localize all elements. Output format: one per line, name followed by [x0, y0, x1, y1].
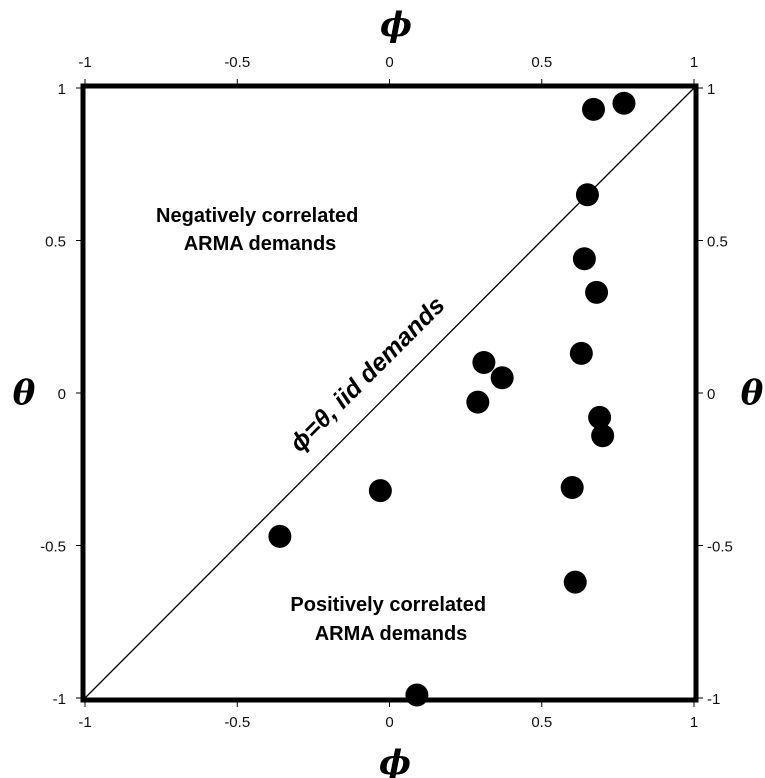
x-tick-label-bottom: 1	[690, 714, 698, 731]
data-point	[582, 97, 606, 121]
data-point	[368, 479, 392, 503]
left-axis-label: θ	[13, 373, 36, 413]
x-tick-label-top: -0.5	[224, 54, 250, 71]
y-tick-label-left: 0	[58, 386, 66, 403]
diagonal-line-label: ϕ=θ, iid demands	[284, 291, 450, 458]
lower-region-label-line-2: ARMA demands	[315, 623, 468, 645]
y-tick-label-left: 0.5	[45, 234, 66, 251]
x-tick-label-bottom: -1	[78, 714, 91, 731]
data-point	[585, 280, 609, 304]
data-point	[472, 351, 496, 374]
y-tick-label-right: -0.5	[707, 539, 733, 556]
x-tick-label-bottom: -0.5	[224, 714, 250, 731]
y-tick-label-left: -0.5	[40, 539, 66, 556]
x-tick-label-bottom: 0.5	[531, 714, 552, 731]
data-point	[575, 183, 599, 207]
data-point	[591, 424, 615, 448]
y-tick-label-right: 1	[707, 81, 715, 98]
data-point	[588, 405, 612, 429]
data-point	[612, 91, 636, 115]
data-point	[466, 390, 490, 414]
y-tick-label-right: -1	[707, 691, 720, 708]
data-point	[572, 247, 596, 271]
y-tick-label-left: 1	[58, 81, 66, 98]
right-axis-label: θ	[741, 373, 764, 413]
upper-region-label-line-1: Negatively correlated	[156, 205, 358, 227]
plot-frame	[80, 83, 699, 703]
x-tick-label-bottom: 0	[385, 714, 393, 731]
x-tick-label-top: 0	[385, 54, 393, 71]
data-point	[563, 570, 587, 594]
y-tick-label-left: -1	[53, 691, 66, 708]
data-point	[560, 476, 584, 500]
x-tick-label-top: 0.5	[531, 54, 552, 71]
data-point	[490, 366, 514, 390]
x-tick-label-top: -1	[78, 54, 91, 71]
bottom-axis-label: ϕ	[379, 743, 411, 778]
x-tick-label-top: 1	[690, 54, 698, 71]
lower-region-label-line-1: Positively correlated	[290, 594, 486, 616]
lower-region-label: Positively correlated ARMA demands	[290, 594, 491, 645]
data-point	[569, 341, 593, 365]
upper-region-label: Negatively correlated ARMA demands	[156, 205, 364, 255]
upper-region-label-line-2: ARMA demands	[184, 233, 337, 255]
data-point	[268, 524, 292, 548]
data-point	[405, 683, 429, 707]
top-axis-label: ϕ	[380, 5, 412, 45]
y-tick-label-right: 0.5	[707, 234, 728, 251]
y-tick-label-right: 0	[707, 386, 715, 403]
